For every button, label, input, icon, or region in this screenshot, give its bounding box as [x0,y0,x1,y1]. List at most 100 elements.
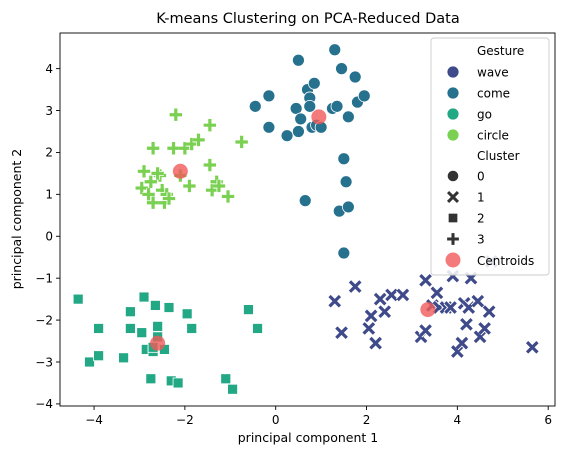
point-go-17 [173,378,183,388]
point-wave-28 [484,307,494,317]
y-tick-label: 3 [45,104,53,118]
point-wave-12 [420,275,430,285]
legend-hue-label-go: go [477,108,492,122]
legend-hue-marker-wave [447,66,459,78]
y-tick-label: −1 [35,271,53,285]
point-go-8 [139,292,149,302]
point-circle-19 [204,159,216,171]
centroid-3 [173,164,188,179]
point-wave-1 [336,327,346,337]
point-go-20 [221,374,231,384]
point-go-23 [253,323,263,333]
x-tick-label: 0 [272,413,280,427]
point-wave-22 [461,319,471,329]
y-tick-label: −2 [35,313,53,327]
point-circle-24 [235,136,247,148]
point-go-3 [94,351,104,361]
legend-style-label-1: 1 [477,191,485,205]
point-come-0 [249,100,261,112]
point-wave-14 [432,288,442,298]
point-go-4 [119,353,129,363]
point-come-10 [304,100,316,112]
y-tick-label: 2 [45,146,53,160]
legend-hue-label-wave: wave [477,66,509,80]
point-go-7 [137,328,147,338]
point-come-21 [338,153,350,165]
legend-hue-marker-circle [447,129,459,141]
point-circle-5 [147,142,159,154]
y-tick-label: 4 [45,62,53,76]
y-tick-label: 0 [45,230,53,244]
point-wave-25 [473,296,483,306]
y-tick-label: −4 [35,397,53,411]
point-come-17 [329,44,341,56]
legend-hue-marker-come [447,87,459,99]
legend-style-label-0: 0 [477,170,485,184]
point-come-18 [331,100,343,112]
point-wave-5 [370,338,380,348]
x-tick-label: −2 [176,413,194,427]
y-axis-label: principal component 2 [9,149,24,290]
point-go-6 [125,323,135,333]
point-come-1 [263,121,275,133]
point-come-20 [336,63,348,75]
point-wave-8 [386,290,396,300]
point-come-12 [308,77,320,89]
point-circle-11 [167,142,179,154]
point-come-23 [342,111,354,123]
point-go-15 [164,303,174,313]
point-come-3 [281,130,293,142]
legend-style-title: Cluster [477,149,520,163]
point-go-2 [94,323,104,333]
y-axis: −4 −3 −2 −1 0 1 2 3 4 [35,62,60,411]
point-go-12 [150,300,160,310]
legend-style-label-2: 2 [477,212,485,226]
x-tick-label: 4 [454,413,462,427]
point-wave-30 [527,342,537,352]
point-circle-12 [170,109,182,121]
point-go-18 [182,309,192,319]
point-wave-9 [398,290,408,300]
point-come-24 [342,201,354,213]
point-go-1 [85,357,95,367]
point-come-6 [292,54,304,66]
point-go-10 [146,374,156,384]
legend-centroid-marker [446,253,461,268]
point-wave-6 [375,294,385,304]
point-come-7 [295,113,307,125]
x-tick-label: −4 [85,413,103,427]
point-go-22 [243,305,253,315]
x-tick-label: 6 [544,413,552,427]
chart-title: K-means Clustering on PCA-Reduced Data [156,11,459,27]
legend-style-marker-0 [447,170,458,181]
point-wave-4 [366,311,376,321]
point-wave-7 [380,307,390,317]
point-circle-23 [222,190,234,202]
x-tick-label: 2 [363,413,371,427]
point-come-27 [358,90,370,102]
y-tick-label: −3 [35,355,53,369]
point-come-14 [299,195,311,207]
centroid-1 [420,302,435,317]
point-go-21 [228,384,238,394]
y-tick-label: 1 [45,188,53,202]
point-circle-1 [138,165,150,177]
point-come-22 [340,176,352,188]
legend-hue-title: Gesture [477,44,524,58]
point-wave-0 [330,296,340,306]
legend-style-marker-2 [448,213,458,223]
point-go-13 [153,321,163,331]
legend-hue-label-circle: circle [477,129,509,143]
point-come-25 [349,71,361,83]
point-go-0 [73,294,83,304]
legend-hue-label-come: come [477,87,510,101]
x-axis-label: principal component 1 [238,430,379,445]
x-axis: −4 −2 0 2 4 6 [85,406,552,427]
point-come-5 [292,125,304,137]
point-circle-15 [183,180,195,192]
point-go-19 [187,323,197,333]
centroid-2 [150,336,165,351]
centroid-0 [311,109,326,124]
point-wave-2 [350,281,360,291]
